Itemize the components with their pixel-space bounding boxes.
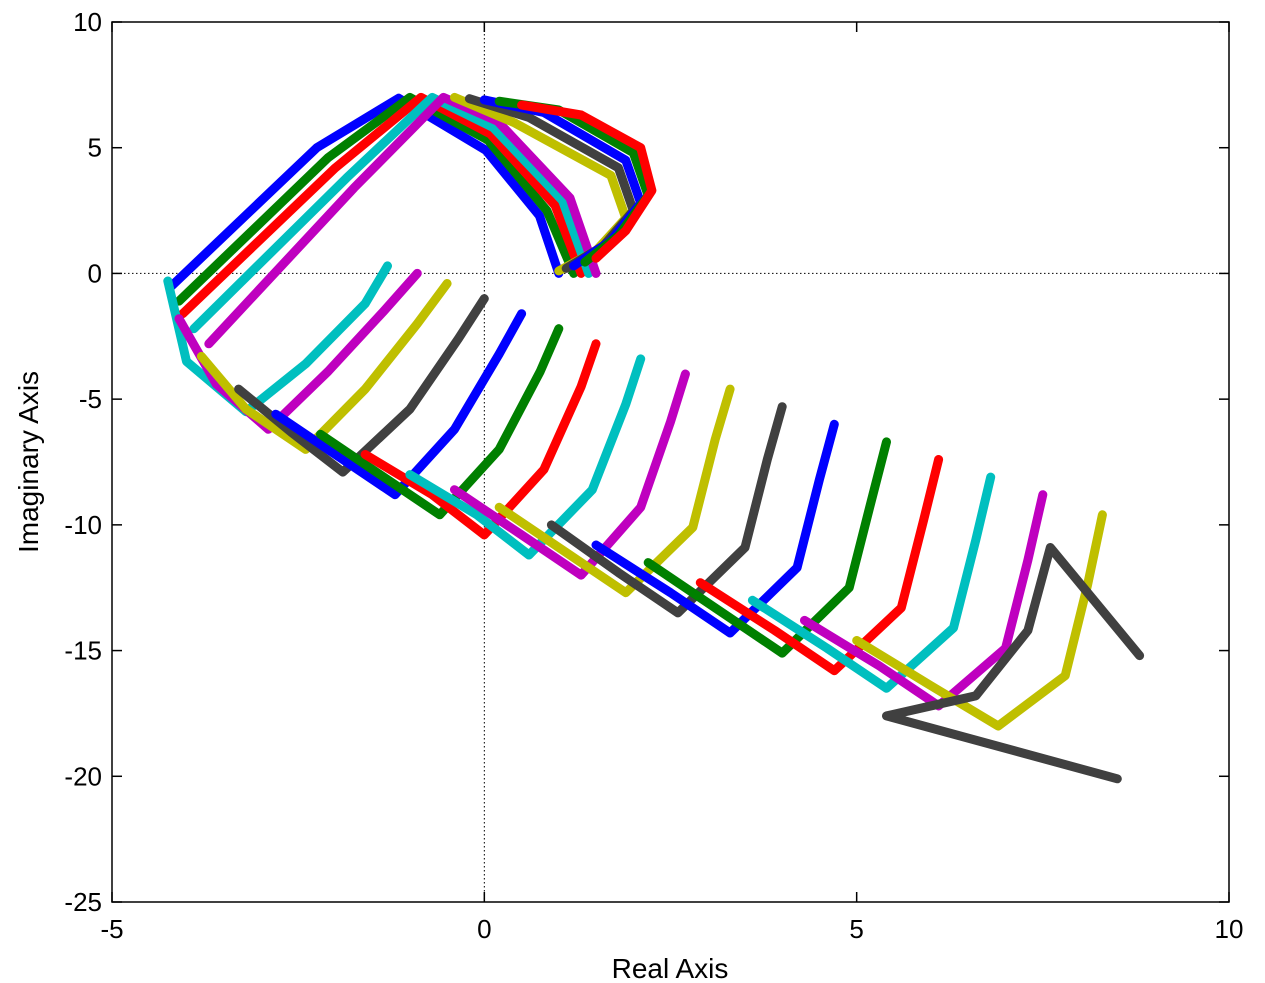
y-axis-title: Imaginary Axis (13, 371, 44, 553)
x-tick-label: 5 (849, 914, 863, 944)
locus-series-21 (546, 402, 787, 618)
locus-series-4 (189, 92, 594, 334)
locus-series-28 (882, 543, 1145, 784)
locus-series-3 (178, 92, 586, 319)
locus-series-16 (316, 324, 564, 520)
x-axis-title: Real Axis (612, 953, 729, 983)
plot-background (112, 22, 1229, 902)
locus-series-26 (800, 490, 1048, 711)
y-tick-label: -10 (64, 510, 102, 540)
y-tick-label: -5 (79, 384, 102, 414)
y-tick-label: -25 (64, 887, 102, 917)
locus-series-19 (450, 369, 690, 580)
locus-series-25 (747, 472, 996, 693)
locus-series-17 (360, 339, 601, 540)
locus-series-22 (591, 419, 839, 638)
locus-series-5 (204, 92, 601, 349)
plot-frame (111, 21, 1230, 903)
y-tick-label: 10 (73, 7, 102, 37)
locus-series-24 (695, 455, 944, 676)
locus-series-18 (405, 354, 646, 560)
y-tick-label: -15 (64, 636, 102, 666)
locus-series-15 (271, 309, 527, 500)
x-tick-label: -5 (100, 914, 123, 944)
locus-series-23 (643, 437, 891, 658)
locus-series-10 (517, 100, 657, 263)
locus-series-20 (494, 384, 735, 598)
x-tick-label: 0 (477, 914, 491, 944)
ticks-layer: -5 0 5 10 10 5 0 -5 -10 -15 -20 -25 (64, 7, 1243, 944)
locus-series-11 (163, 261, 392, 417)
locus-series-14 (234, 294, 489, 477)
y-tick-label: 0 (88, 258, 102, 288)
series-layer (163, 92, 1145, 784)
y-tick-label: 5 (88, 133, 102, 163)
locus-series-27 (852, 510, 1107, 731)
locus-series-1 (167, 93, 564, 291)
locus-series-2 (174, 92, 579, 306)
x-tick-label: 10 (1215, 914, 1244, 944)
locus-series-13 (196, 279, 452, 454)
y-tick-label: -20 (64, 761, 102, 791)
